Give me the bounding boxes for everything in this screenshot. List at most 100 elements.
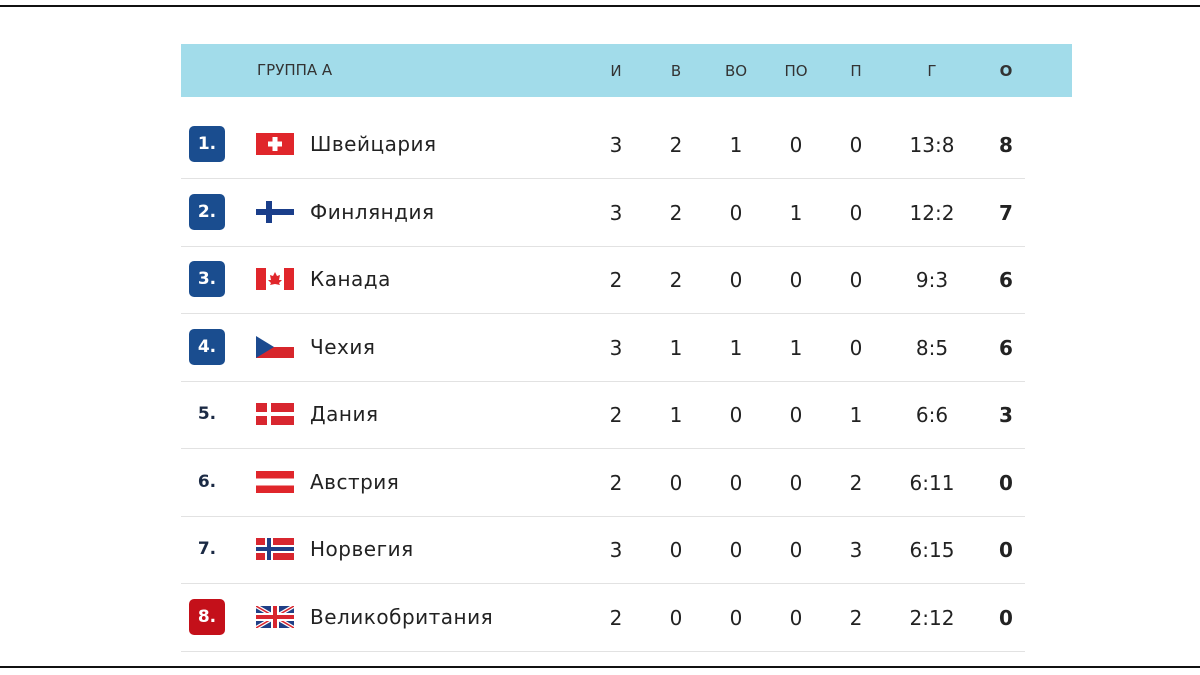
stat: 0 <box>669 470 683 495</box>
flag <box>256 133 294 155</box>
stat: 0 <box>789 470 803 495</box>
group-title: ГРУППА А <box>257 61 333 79</box>
stat: 2 <box>609 605 623 630</box>
stat: 2 <box>849 605 863 630</box>
stat: 3 <box>609 335 623 360</box>
stat: 6:11 <box>909 470 955 495</box>
flag <box>256 470 294 493</box>
flag <box>256 403 294 425</box>
team-name: Австрия <box>310 469 400 494</box>
stat: 0 <box>729 268 743 292</box>
stat: 1 <box>729 133 743 157</box>
rank: 7. <box>197 539 217 559</box>
table-row: 1. Швейцария 3 2 1 0 0 13:8 8 <box>181 111 1025 179</box>
stat: 0 <box>849 268 863 292</box>
team-name: Дания <box>310 402 379 426</box>
team-name: Швейцария <box>310 132 437 156</box>
stat: 2:12 <box>909 605 955 630</box>
stat: 0 <box>729 403 743 427</box>
stat: 0 <box>789 538 803 562</box>
team-name: Финляндия <box>310 199 435 224</box>
bottom-rule <box>0 666 1200 668</box>
stat: 0 <box>729 605 743 630</box>
rank: 2. <box>189 193 225 230</box>
table-row: 8. Великобритания 2 0 0 0 2 2:12 0 <box>181 584 1025 652</box>
column-header: О <box>999 62 1013 80</box>
rank: 3. <box>189 261 225 297</box>
top-rule <box>0 5 1200 7</box>
stat: 0 <box>729 200 743 225</box>
stat: 2 <box>609 470 623 495</box>
points: 7 <box>999 200 1013 225</box>
stat: 0 <box>669 538 683 562</box>
stat: 0 <box>849 335 863 360</box>
team-name: Чехия <box>310 334 376 359</box>
stat: 2 <box>669 133 683 157</box>
rank: 8. <box>189 598 225 635</box>
stat: 0 <box>849 133 863 157</box>
stat: 8:5 <box>915 335 949 360</box>
stat: 6:15 <box>909 538 955 562</box>
table-row: 7. Норвегия 3 0 0 0 3 6:15 0 <box>181 516 1025 584</box>
points: 0 <box>999 470 1013 495</box>
rank: 6. <box>197 471 217 492</box>
stat: 6:6 <box>915 403 949 427</box>
stat: 3 <box>849 538 863 562</box>
column-header: ВО <box>724 62 748 80</box>
points: 6 <box>999 268 1013 292</box>
team-name: Норвегия <box>310 537 414 561</box>
points: 0 <box>999 538 1013 562</box>
flag <box>256 605 294 628</box>
team-name: Великобритания <box>310 604 494 629</box>
stat: 2 <box>669 268 683 292</box>
stat: 1 <box>789 335 803 360</box>
column-header: ПО <box>784 62 808 80</box>
stat: 0 <box>789 133 803 157</box>
points: 0 <box>999 605 1013 630</box>
stat: 1 <box>669 335 683 360</box>
stat: 2 <box>609 403 623 427</box>
stat: 3 <box>609 200 623 225</box>
stat: 13:8 <box>909 133 955 157</box>
stat: 0 <box>669 605 683 630</box>
team-name: Канада <box>310 267 391 291</box>
table-row: 3. Канада 2 2 0 0 0 9:3 6 <box>181 246 1025 314</box>
stat: 0 <box>789 605 803 630</box>
stat: 9:3 <box>915 268 949 292</box>
rank: 5. <box>197 404 217 424</box>
table-header: ГРУППА А И В ВО ПО П Г О <box>181 44 1072 97</box>
stat: 2 <box>669 200 683 225</box>
table-row: 6. Австрия 2 0 0 0 2 6:11 0 <box>181 449 1025 517</box>
stat: 1 <box>789 200 803 225</box>
flag <box>256 200 294 223</box>
flag <box>256 538 294 560</box>
table-row: 4. Чехия 3 1 1 1 0 8:5 6 <box>181 314 1025 382</box>
stat: 0 <box>729 470 743 495</box>
table-row: 2. Финляндия 3 2 0 1 0 12:2 7 <box>181 179 1025 247</box>
stat: 2 <box>849 470 863 495</box>
stat: 2 <box>609 268 623 292</box>
column-header: П <box>850 62 862 80</box>
stat: 3 <box>609 538 623 562</box>
stat: 1 <box>729 335 743 360</box>
stat: 12:2 <box>909 200 955 225</box>
table-row: 5. Дания 2 1 0 0 1 6:6 3 <box>181 381 1025 449</box>
stat: 0 <box>729 538 743 562</box>
flag <box>256 335 294 358</box>
stat: 0 <box>849 200 863 225</box>
points: 3 <box>999 403 1013 427</box>
points: 8 <box>999 133 1013 157</box>
column-header: Г <box>927 62 937 80</box>
stat: 3 <box>609 133 623 157</box>
rank: 4. <box>189 328 225 365</box>
stat: 0 <box>789 268 803 292</box>
rank: 1. <box>189 126 225 162</box>
stat: 0 <box>789 403 803 427</box>
column-header: И <box>610 62 622 80</box>
stat: 1 <box>669 403 683 427</box>
column-header: В <box>670 62 682 80</box>
stat: 1 <box>849 403 863 427</box>
flag <box>256 268 294 290</box>
points: 6 <box>999 335 1013 360</box>
